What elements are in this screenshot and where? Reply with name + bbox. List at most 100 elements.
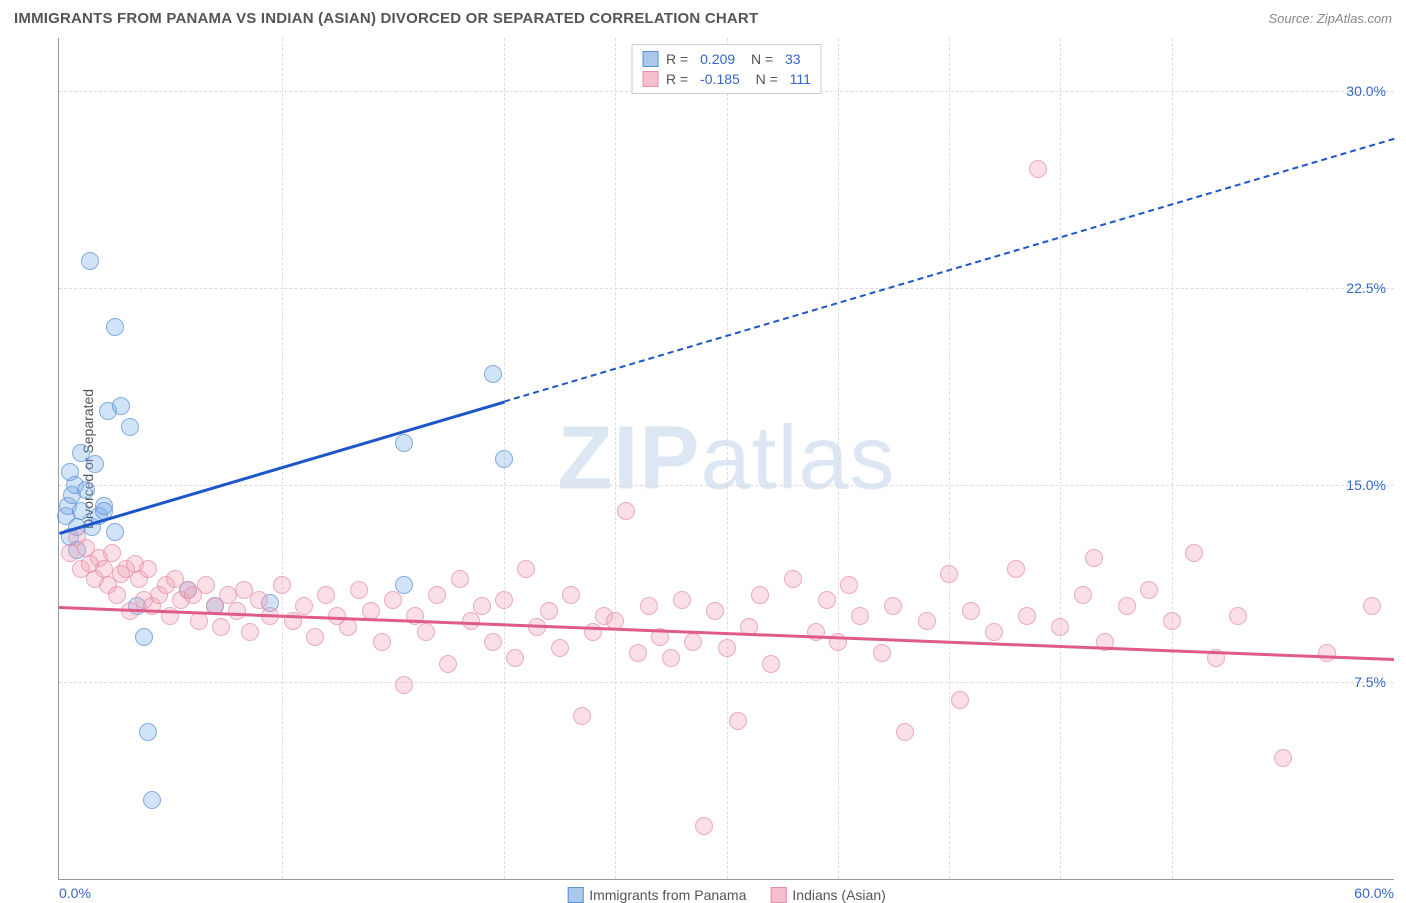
legend-swatch bbox=[770, 887, 786, 903]
data-point bbox=[1318, 644, 1336, 662]
y-tick-label: 30.0% bbox=[1346, 83, 1386, 99]
gridline bbox=[282, 38, 283, 879]
data-point bbox=[212, 618, 230, 636]
data-point bbox=[143, 791, 161, 809]
gridline bbox=[615, 38, 616, 879]
gridline bbox=[838, 38, 839, 879]
data-point bbox=[873, 644, 891, 662]
data-point bbox=[562, 586, 580, 604]
plot-area: ZIPatlas R = 0.209 N = 33R = -0.185 N = … bbox=[58, 38, 1394, 880]
data-point bbox=[1163, 612, 1181, 630]
data-point bbox=[1140, 581, 1158, 599]
data-point bbox=[484, 365, 502, 383]
data-point bbox=[1051, 618, 1069, 636]
data-point bbox=[106, 523, 124, 541]
data-point bbox=[306, 628, 324, 646]
data-point bbox=[1274, 749, 1292, 767]
data-point bbox=[250, 591, 268, 609]
legend-n-value: 33 bbox=[785, 51, 801, 67]
legend-item: Indians (Asian) bbox=[770, 887, 885, 903]
data-point bbox=[428, 586, 446, 604]
legend-swatch bbox=[567, 887, 583, 903]
data-point bbox=[896, 723, 914, 741]
legend-row: R = -0.185 N = 111 bbox=[642, 69, 811, 89]
data-point bbox=[706, 602, 724, 620]
data-point bbox=[1074, 586, 1092, 604]
data-point bbox=[86, 455, 104, 473]
data-point bbox=[1118, 597, 1136, 615]
data-point bbox=[762, 655, 780, 673]
data-point bbox=[417, 623, 435, 641]
data-point bbox=[112, 397, 130, 415]
data-point bbox=[228, 602, 246, 620]
legend-series-label: Immigrants from Panama bbox=[589, 887, 746, 903]
data-point bbox=[506, 649, 524, 667]
data-point bbox=[784, 570, 802, 588]
data-point bbox=[350, 581, 368, 599]
data-point bbox=[139, 723, 157, 741]
data-point bbox=[1007, 560, 1025, 578]
data-point bbox=[718, 639, 736, 657]
legend-stat-label: R = bbox=[666, 51, 692, 67]
data-point bbox=[103, 544, 121, 562]
source-attribution: Source: ZipAtlas.com bbox=[1268, 11, 1392, 26]
legend-n-value: 111 bbox=[790, 71, 811, 87]
data-point bbox=[484, 633, 502, 651]
legend-stat-label: R = bbox=[666, 71, 692, 87]
y-tick-label: 15.0% bbox=[1346, 477, 1386, 493]
gridline bbox=[949, 38, 950, 879]
data-point bbox=[884, 597, 902, 615]
data-point bbox=[317, 586, 335, 604]
legend-item: Immigrants from Panama bbox=[567, 887, 746, 903]
data-point bbox=[1085, 549, 1103, 567]
gridline bbox=[1060, 38, 1061, 879]
data-point bbox=[241, 623, 259, 641]
data-point bbox=[695, 817, 713, 835]
data-point bbox=[540, 602, 558, 620]
data-point bbox=[190, 612, 208, 630]
data-point bbox=[77, 481, 95, 499]
data-point bbox=[1229, 607, 1247, 625]
legend-row: R = 0.209 N = 33 bbox=[642, 49, 811, 69]
data-point bbox=[139, 560, 157, 578]
legend-series-label: Indians (Asian) bbox=[792, 887, 885, 903]
y-tick-label: 22.5% bbox=[1346, 280, 1386, 296]
legend-swatch bbox=[642, 51, 658, 67]
data-point bbox=[751, 586, 769, 604]
legend-stat-label: N = bbox=[743, 51, 777, 67]
data-point bbox=[818, 591, 836, 609]
data-point bbox=[673, 591, 691, 609]
data-point bbox=[1018, 607, 1036, 625]
data-point bbox=[106, 318, 124, 336]
data-point bbox=[495, 450, 513, 468]
data-point bbox=[451, 570, 469, 588]
data-point bbox=[617, 502, 635, 520]
data-point bbox=[640, 597, 658, 615]
data-point bbox=[395, 676, 413, 694]
data-point bbox=[1363, 597, 1381, 615]
gridline bbox=[1172, 38, 1173, 879]
data-point bbox=[684, 633, 702, 651]
data-point bbox=[573, 707, 591, 725]
data-point bbox=[1185, 544, 1203, 562]
data-point bbox=[439, 655, 457, 673]
data-point bbox=[495, 591, 513, 609]
legend-r-value: -0.185 bbox=[700, 71, 740, 87]
x-tick-label: 0.0% bbox=[59, 885, 91, 901]
data-point bbox=[72, 502, 90, 520]
y-tick-label: 7.5% bbox=[1354, 674, 1386, 690]
x-tick-label: 60.0% bbox=[1354, 885, 1394, 901]
data-point bbox=[951, 691, 969, 709]
data-point bbox=[121, 418, 139, 436]
data-point bbox=[373, 633, 391, 651]
data-point bbox=[517, 560, 535, 578]
data-point bbox=[662, 649, 680, 667]
data-point bbox=[395, 576, 413, 594]
data-point bbox=[135, 628, 153, 646]
data-point bbox=[295, 597, 313, 615]
legend-r-value: 0.209 bbox=[700, 51, 735, 67]
data-point bbox=[473, 597, 491, 615]
data-point bbox=[985, 623, 1003, 641]
legend-stat-label: N = bbox=[748, 71, 782, 87]
data-point bbox=[918, 612, 936, 630]
